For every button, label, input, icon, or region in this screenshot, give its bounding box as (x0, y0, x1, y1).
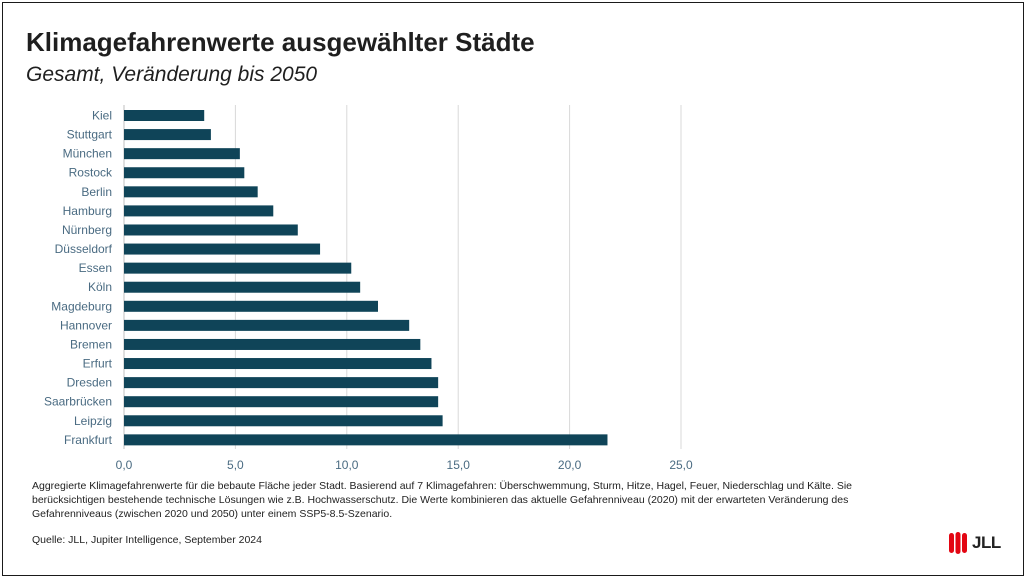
category-label: Kiel (92, 109, 112, 123)
bar-saarbrücken (124, 396, 439, 408)
category-label: Dresden (67, 376, 112, 390)
x-tick-label: 25,0 (669, 458, 693, 472)
bar-düsseldorf (124, 243, 321, 255)
x-tick-label: 0,0 (116, 458, 133, 472)
category-label: Stuttgart (67, 128, 113, 142)
logo-text: JLL (972, 533, 1001, 552)
gridlines (123, 105, 682, 449)
bar-rostock (124, 167, 245, 179)
footnote: Aggregierte Klimagefahrenwerte für die b… (32, 480, 853, 520)
category-labels: Kiel Stuttgart München Rostock Berlin Hamburg… (44, 109, 113, 447)
logo-band (955, 532, 961, 554)
x-tick-label: 10,0 (335, 458, 359, 472)
category-label: Köln (88, 280, 112, 294)
category-label: Erfurt (83, 357, 113, 371)
category-label: Berlin (81, 185, 112, 199)
bar-chart: Kiel Stuttgart München Rostock Berlin Hamburg… (44, 105, 693, 472)
bar-essen (124, 262, 352, 274)
category-label: Leipzig (74, 414, 112, 428)
category-label: Frankfurt (64, 433, 113, 447)
bars (124, 110, 608, 446)
x-tick-label: 5,0 (227, 458, 244, 472)
bar-köln (124, 281, 361, 293)
bar-nürnberg (124, 224, 298, 236)
bar-magdeburg (124, 300, 378, 312)
bar-dresden (124, 377, 439, 389)
category-label: Saarbrücken (44, 395, 112, 409)
bar-hannover (124, 319, 410, 331)
category-label: Magdeburg (51, 299, 112, 313)
bar-hamburg (124, 205, 274, 217)
bar-frankfurt (124, 434, 608, 446)
category-label: Essen (79, 261, 112, 275)
bar-erfurt (124, 358, 432, 370)
bar-berlin (124, 186, 258, 198)
bar-stuttgart (124, 129, 211, 141)
source-note: Quelle: JLL, Jupiter Intelligence, Septe… (32, 534, 262, 546)
jll-logo: JLL (946, 530, 1006, 558)
category-label: Hamburg (63, 204, 112, 218)
jll-logo-icon (949, 532, 967, 554)
category-label: Nürnberg (62, 223, 112, 237)
x-axis-tick-labels: 0,0 5,0 10,0 15,0 20,0 25,0 (116, 458, 693, 472)
category-label: Hannover (60, 318, 112, 332)
logo-band (949, 533, 954, 553)
chart-title: Klimagefahrenwerte ausgewählter Städte (26, 27, 535, 57)
category-label: Rostock (69, 166, 113, 180)
bar-münchen (124, 148, 240, 160)
category-label: Bremen (70, 337, 112, 351)
logo-band (962, 533, 967, 553)
bar-leipzig (124, 415, 443, 427)
x-tick-label: 15,0 (447, 458, 471, 472)
category-label: München (63, 147, 112, 161)
category-label: Düsseldorf (55, 242, 113, 256)
chart-subtitle: Gesamt, Veränderung bis 2050 (26, 63, 318, 86)
x-tick-label: 20,0 (558, 458, 582, 472)
bar-bremen (124, 338, 421, 350)
bar-kiel (124, 110, 205, 121)
